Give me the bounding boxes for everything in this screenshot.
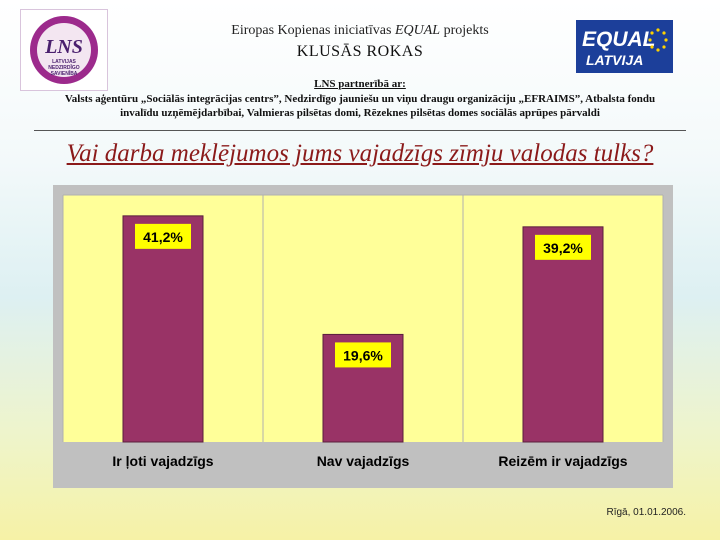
bar-chart-svg: 41,2% 19,6% 39,2% Ir ļoti vajadzīgs Nav vaj… <box>53 185 673 488</box>
header-program: EQUAL <box>394 23 441 38</box>
bar-chart: 41,2% 19,6% 39,2% Ir ļoti vajadzīgs Nav vaj… <box>53 185 673 488</box>
lns-caption-3: SAVIENĪBA <box>51 70 78 77</box>
eu-stars-icon <box>648 28 668 52</box>
partners-line-1: Valsts aģentūru „Sociālās integrācijas c… <box>64 93 656 105</box>
header-prefix: Eiropas Kopienas iniciatīvas <box>231 23 395 38</box>
category-labels: Ir ļoti vajadzīgs Nav vajadzīgs Reizēm ir … <box>112 453 627 469</box>
equal-logo-text: EQUAL <box>582 28 656 51</box>
data-labels: 41,2% 19,6% 39,2% <box>135 223 591 368</box>
lns-caption-1: LATVIJAS <box>52 59 76 65</box>
partners-text: Valsts aģentūru „Sociālās integrācijas c… <box>30 92 690 120</box>
equal-latvija-logo: EQUAL LATVIJA <box>576 20 673 73</box>
data-label-background <box>535 234 591 260</box>
partners-line-2: invalīdu uzņēmējdarbībai, Valmieras pils… <box>120 107 600 119</box>
category-label: Nav vajadzīgs <box>317 453 410 469</box>
data-label: 41,2% <box>143 229 183 245</box>
survey-question: Vai darba meklējumos jums vajadzīgs zīmj… <box>66 140 654 167</box>
bar <box>122 215 204 443</box>
header-suffix: projekts <box>440 23 489 38</box>
data-label: 39,2% <box>543 240 583 256</box>
category-label: Reizēm ir vajadzīgs <box>498 453 627 469</box>
lns-logo-graphic: LNS LATVIJAS NEDZIRDĪGO SAVIENĪBA <box>30 16 98 84</box>
partners-title: LNS partnerībā ar: <box>314 78 406 90</box>
equal-logo-graphic: EQUAL LATVIJA <box>576 20 673 73</box>
lns-logo: LNS LATVIJAS NEDZIRDĪGO SAVIENĪBA <box>20 9 108 91</box>
project-title: KLUSĀS ROKAS <box>296 43 424 60</box>
latvija-logo-text: LATVIJA <box>586 52 643 68</box>
data-label: 19,6% <box>343 347 383 363</box>
data-label-background <box>335 342 391 368</box>
gridlines <box>62 194 664 442</box>
lns-logo-text: LNS <box>44 36 83 58</box>
header-line: Eiropas Kopienas iniciatīvas EQUAL proje… <box>160 23 560 39</box>
footer-date: Rīgā, 01.01.2006. <box>606 507 686 518</box>
lns-caption-2: NEDZIRDĪGO <box>48 64 80 71</box>
header-divider <box>34 130 686 131</box>
bar <box>522 226 604 443</box>
data-label-background <box>135 223 191 249</box>
category-label: Ir ļoti vajadzīgs <box>112 453 213 469</box>
